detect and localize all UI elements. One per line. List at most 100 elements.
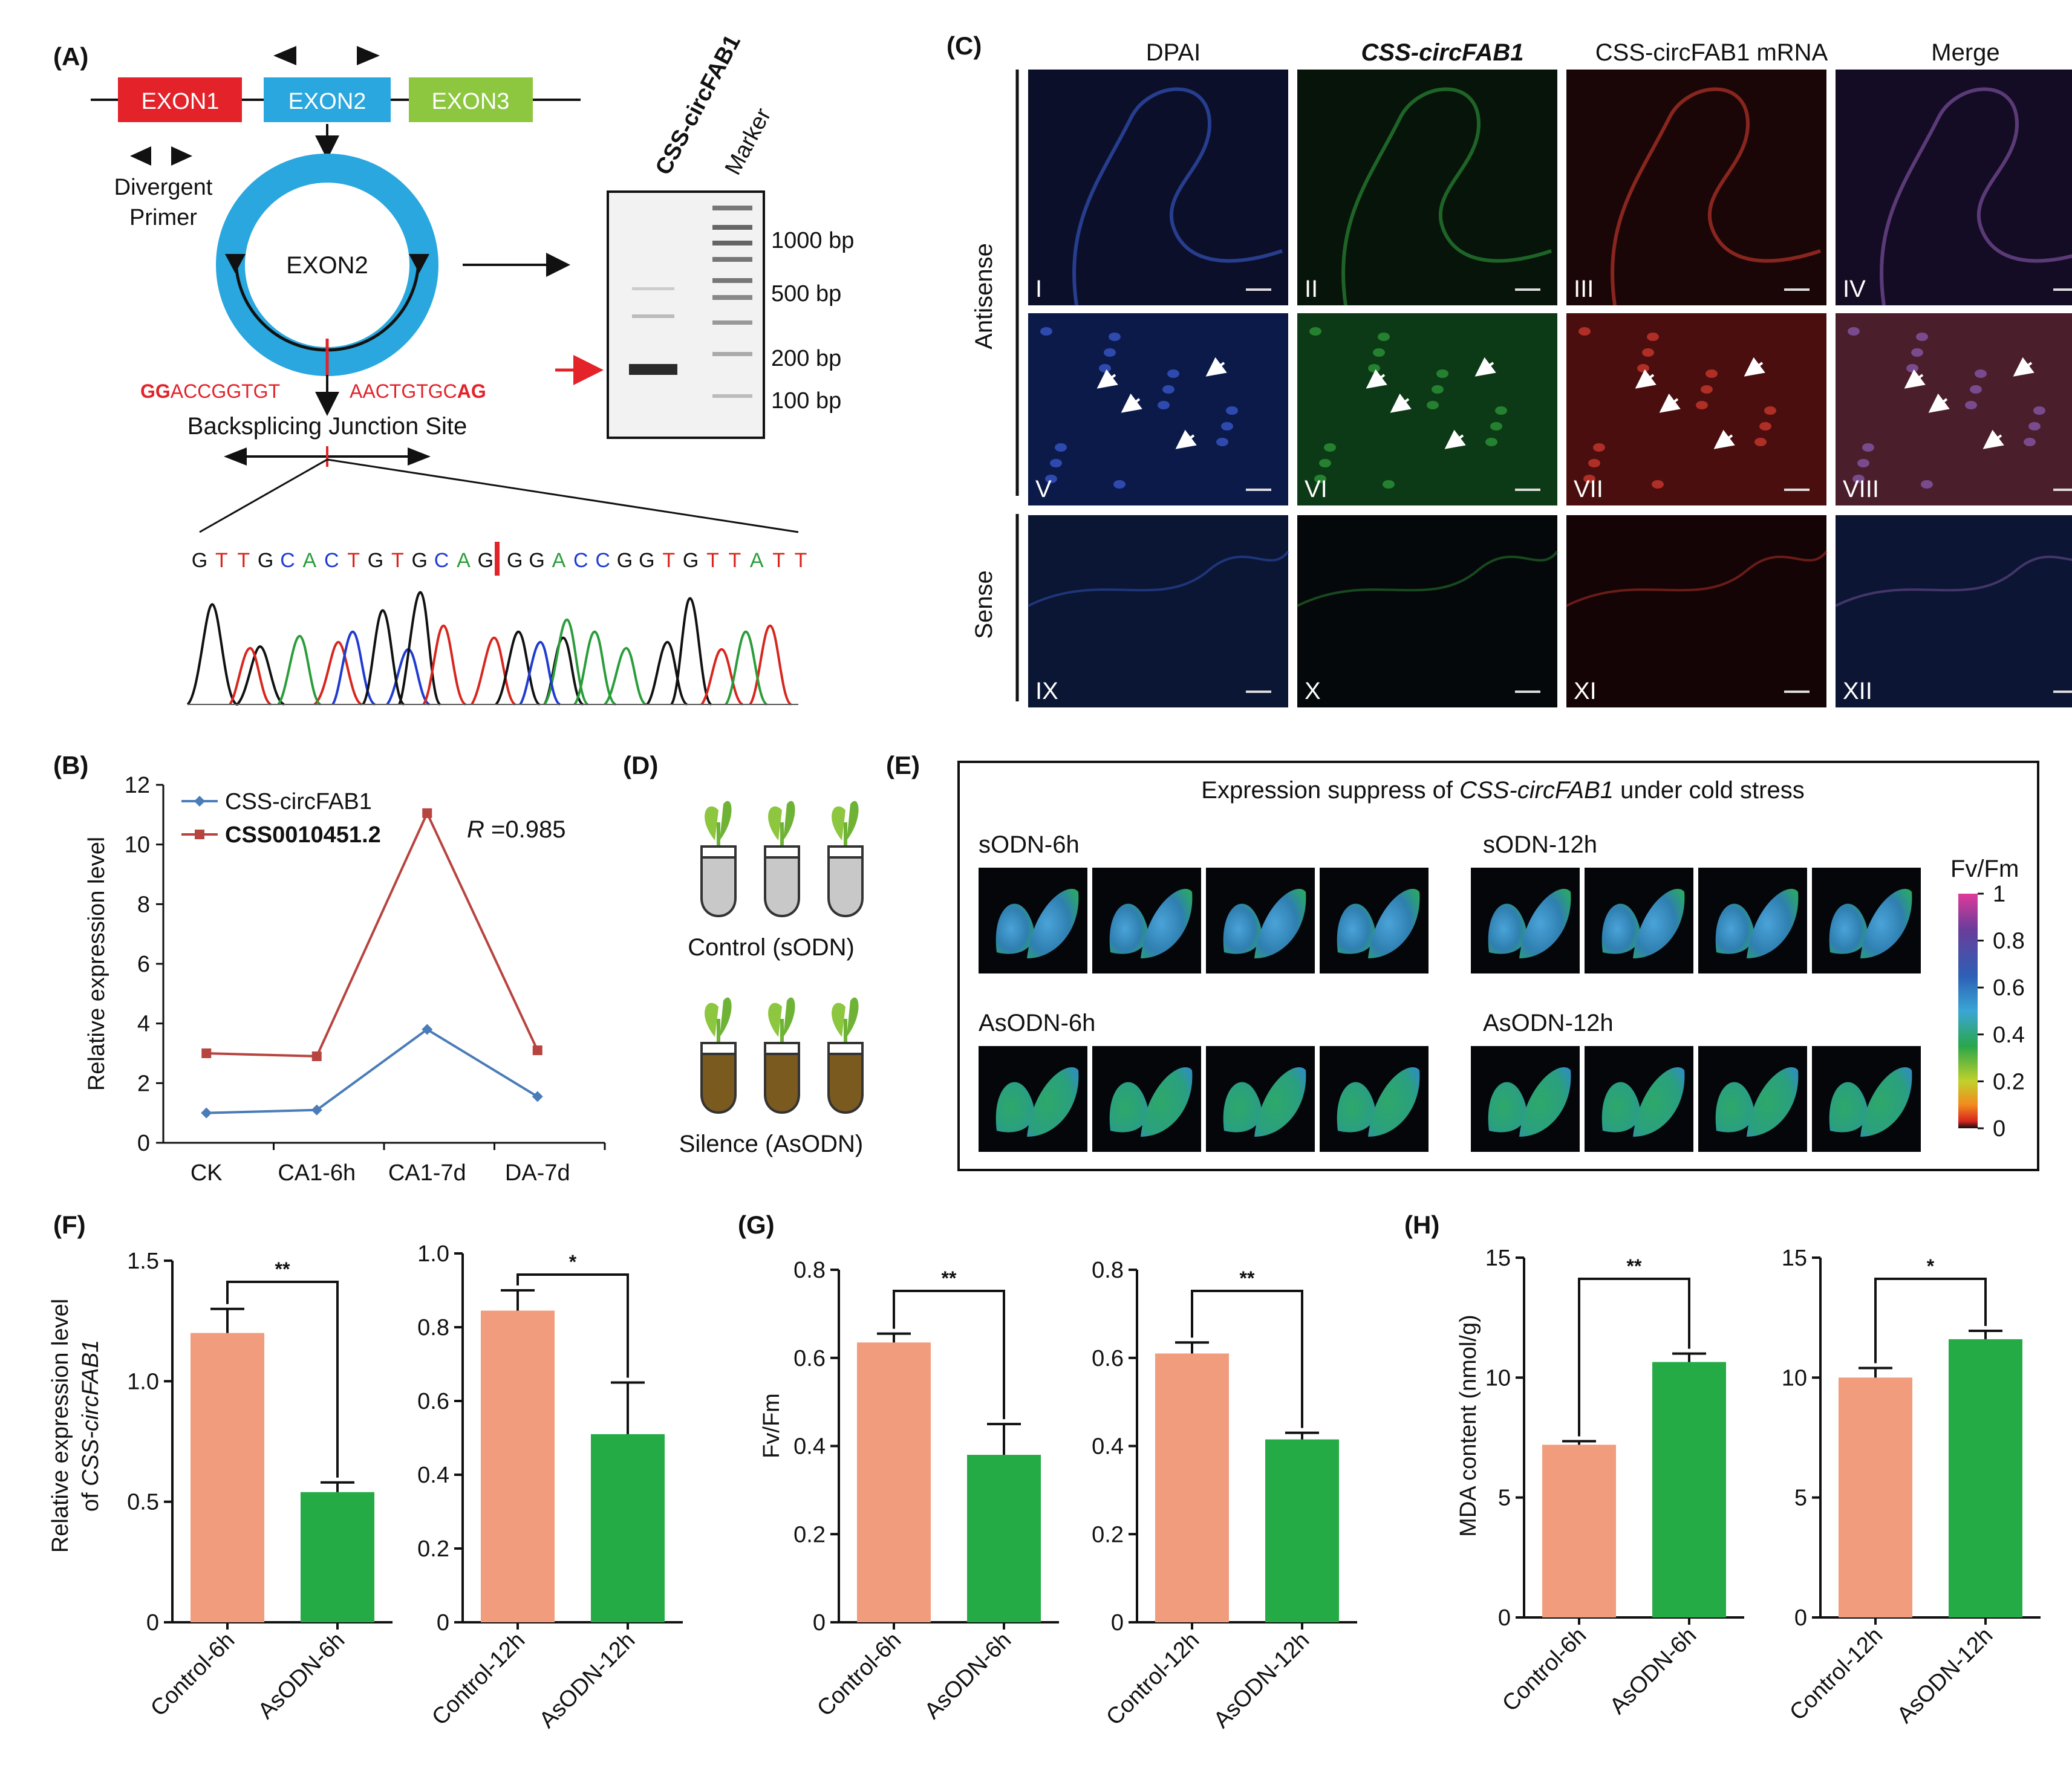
f-ylabel-line1: Relative expression level	[48, 1299, 73, 1553]
white-arrow-icon	[1444, 429, 1466, 449]
sequence-letter: G	[411, 549, 427, 572]
panel-e: (E) Expression suppress of CSS-circFAB1 …	[886, 751, 2039, 1171]
cell-nucleus	[1696, 401, 1708, 409]
leaf-shape	[1601, 1082, 1640, 1133]
tile-roman-label: X	[1305, 678, 1321, 704]
cell-nucleus	[1759, 422, 1771, 431]
control-bar	[1542, 1445, 1616, 1617]
significance-stars: *	[1927, 1255, 1935, 1277]
sequence-letter: T	[347, 549, 360, 572]
tissue-outline	[1566, 550, 1828, 607]
colorbar-tick-label: 0.6	[1993, 975, 2025, 1001]
tissue-outline	[1880, 87, 2072, 306]
plant-leaf	[768, 806, 782, 840]
bar-xtick-label: Control-6h	[1497, 1623, 1591, 1717]
asodn-bar	[967, 1455, 1041, 1622]
zoom-line-right	[327, 458, 799, 533]
cell-nucleus	[1314, 475, 1326, 483]
cell-nucleus	[1701, 385, 1713, 394]
leaf-shape	[1141, 1067, 1193, 1137]
cell-nucleus	[1652, 480, 1664, 489]
g-ylabel: Fv/Fm	[759, 1393, 784, 1458]
b-xtick-label: DA-7d	[505, 1160, 570, 1186]
cell-nucleus	[1647, 333, 1659, 341]
sequence-letter: C	[280, 549, 295, 572]
exon3-label: EXON3	[432, 89, 510, 114]
exon1-label: EXON1	[142, 89, 220, 114]
b-ytick-label: 2	[137, 1071, 150, 1096]
plant-leaf	[847, 801, 859, 840]
cell-nucleus	[1045, 475, 1057, 483]
b-r-symbol: R	[467, 816, 484, 843]
tissue-outline	[1072, 87, 1283, 306]
significance-bracket	[893, 1290, 1005, 1420]
scale-bar	[1784, 288, 1810, 291]
panel-a-label: (A)	[53, 42, 88, 71]
leaf-shape	[1337, 1082, 1375, 1133]
panel-d: (D) Control (sODN) Silence (AsODN)	[623, 751, 864, 1157]
junction-primer-left-icon	[224, 447, 247, 466]
b-point-circ	[422, 1024, 433, 1035]
divergent-primer-left-icon	[130, 146, 151, 166]
leaf-shape	[1488, 903, 1526, 954]
b-xtick-label: CA1-7d	[388, 1160, 466, 1186]
cell-nucleus	[1578, 327, 1591, 336]
scale-bar	[1784, 691, 1810, 693]
leaf-shape	[1601, 903, 1640, 954]
bar-ytick-label: 0.4	[417, 1463, 449, 1488]
sequence-letter: T	[795, 549, 807, 572]
cell-nucleus	[1055, 443, 1067, 452]
b-series-line-2	[206, 810, 539, 1058]
sequence-letter: G	[507, 549, 523, 572]
cell-nucleus	[1848, 327, 1860, 336]
cell-nucleus	[1764, 406, 1776, 415]
scale-bar	[1515, 691, 1540, 693]
sequence-letter: G	[639, 549, 654, 572]
tube-rim	[700, 845, 737, 859]
group-sodn-6h: sODN-6h	[979, 831, 1080, 858]
chart-b: 0 2 4 6 8 10 12 CK CA1-6h CA1-7d DA-7d Relative exp…	[84, 773, 606, 1186]
cell-nucleus	[1637, 364, 1649, 372]
cell-nucleus	[1852, 475, 1865, 483]
tile-roman-label: XII	[1843, 678, 1872, 704]
b-ytick-label: 12	[125, 773, 150, 798]
b-r-value: =0.985	[484, 816, 566, 843]
cell-nucleus	[1226, 406, 1238, 415]
junction-right-seq: AACTGTGCAG	[350, 380, 486, 402]
tube-rim	[827, 845, 864, 859]
scale-bar	[1515, 489, 1540, 491]
bar-xtick-label: AsODN-6h	[253, 1628, 350, 1724]
tile-roman-label: VII	[1574, 476, 1603, 502]
cell-nucleus	[1050, 459, 1062, 467]
bar-xtick-label: Control-12h	[1101, 1628, 1204, 1731]
bar-xtick-label: AsODN-6h	[1605, 1623, 1702, 1720]
bar-ytick-label: 0	[1794, 1605, 1807, 1631]
primer-right-triangle-icon	[357, 46, 380, 65]
b-ytick-label: 0	[137, 1131, 150, 1156]
significance-stars: **	[1240, 1267, 1255, 1289]
bar-ytick-label: 0.4	[793, 1434, 826, 1460]
micrograph-tile	[1836, 70, 2072, 305]
leaf-shape	[1109, 903, 1148, 954]
white-arrow-icon	[1390, 393, 1412, 413]
bar-ytick-label: 10	[1782, 1365, 1807, 1391]
white-arrow-icon	[1121, 393, 1142, 413]
bar-xtick-label: Control-6h	[812, 1628, 906, 1721]
chart-f1: 0 0.5 1.0 1.5 Control-6h AsODN-6h **	[127, 1249, 393, 1724]
significance-stars: *	[569, 1251, 577, 1273]
sequence-letter: T	[662, 549, 675, 572]
asodn-bar	[1265, 1439, 1339, 1622]
white-arrow-icon	[1982, 429, 2004, 449]
tube-rim	[700, 1042, 737, 1055]
leaf-shape	[1829, 1082, 1868, 1133]
leaf-shape	[1715, 1082, 1754, 1133]
test-tube	[827, 845, 864, 917]
sequence-letter: C	[434, 549, 449, 572]
bar-ytick-label: 1.0	[127, 1369, 159, 1394]
cell-nucleus	[1113, 480, 1126, 489]
leaf-shape	[1368, 1067, 1420, 1137]
bar-ytick-label: 5	[1498, 1486, 1511, 1511]
panel-e-title-gene: CSS-circFAB1	[1459, 777, 1614, 804]
cell-nucleus	[1911, 348, 1923, 357]
